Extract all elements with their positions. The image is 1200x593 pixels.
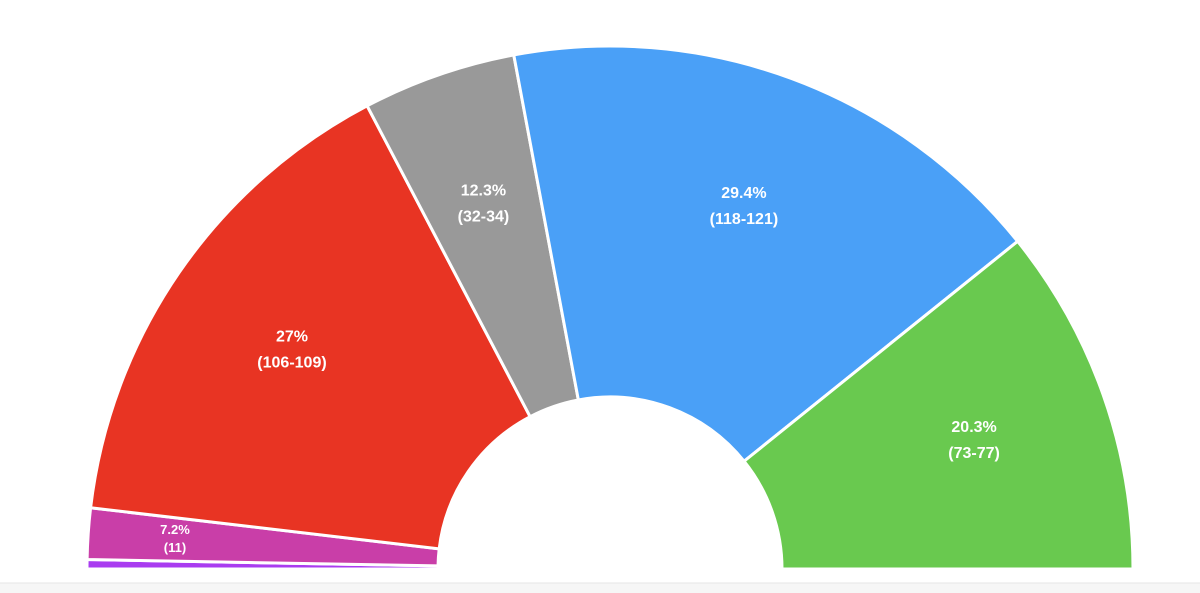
seat-label: (32-34) xyxy=(458,209,510,226)
seat-wedge xyxy=(741,239,1135,569)
footer-strip xyxy=(0,583,1200,593)
seat-label: (2) xyxy=(166,566,182,581)
percent-label: 20.3% xyxy=(951,419,996,436)
percent-label: 27% xyxy=(276,328,308,345)
plot: 3.8%(2)7.2%(11)27%(106-109)12.3%(32-34)2… xyxy=(85,44,1135,581)
percent-label: 12.3% xyxy=(461,183,506,200)
seat-label: (106-109) xyxy=(257,354,326,371)
percent-label: 7.2% xyxy=(160,522,190,537)
seat-label: (118-121) xyxy=(710,211,779,228)
seat-label: (73-77) xyxy=(948,445,1000,462)
seat-wedge xyxy=(512,44,1020,464)
seat-label: (11) xyxy=(164,540,186,555)
seat-wedge xyxy=(88,103,533,551)
percent-label: 29.4% xyxy=(721,185,766,202)
